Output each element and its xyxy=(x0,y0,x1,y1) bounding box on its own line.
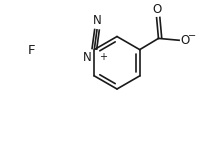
Text: N: N xyxy=(93,14,101,27)
Text: +: + xyxy=(99,51,107,61)
Text: O: O xyxy=(180,34,189,47)
Text: F: F xyxy=(28,44,35,57)
Text: N: N xyxy=(83,51,91,64)
Text: −: − xyxy=(187,31,196,41)
Text: O: O xyxy=(152,3,161,16)
